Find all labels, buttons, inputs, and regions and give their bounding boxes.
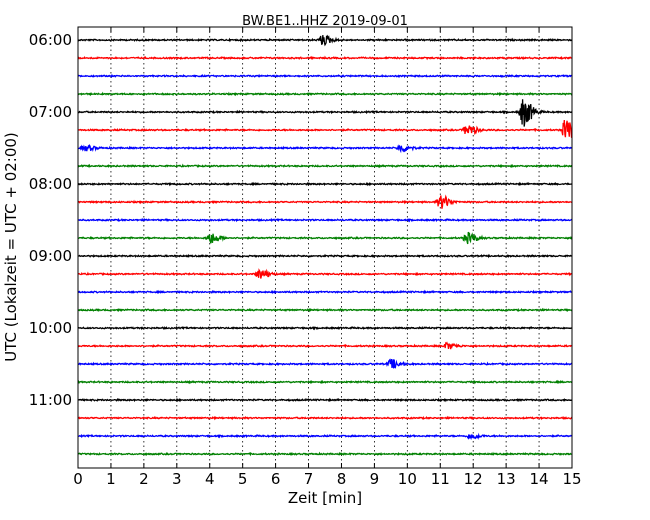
trace-line [77,253,573,259]
y-tick-label: 08:00 [29,175,72,193]
y-tick-label: 10:00 [29,319,72,337]
trace-line [77,73,573,79]
trace-line [77,55,573,61]
y-axis-label: UTC (Lokalzeit = UTC + 02:00) [2,132,20,362]
trace-line [77,432,573,441]
trace-line [77,99,573,127]
y-tick-label: 06:00 [29,31,72,49]
trace-line [77,119,573,139]
x-tick-label: 5 [238,470,248,488]
x-tick-label: 2 [139,470,149,488]
y-tick-label: 07:00 [29,103,72,121]
x-tick-label: 15 [562,470,581,488]
chart-title: BW.BE1..HHZ 2019-09-01 [242,14,408,29]
x-tick-label: 4 [205,470,215,488]
trace-line [77,163,573,169]
x-tick-label: 14 [530,470,549,488]
seismic-traces [77,34,573,457]
trace-line [77,451,573,457]
x-tick-label: 9 [370,470,380,488]
trace-line [77,91,573,97]
trace-line [77,307,572,313]
x-tick-label: 12 [464,470,483,488]
trace-line [77,341,573,350]
trace-line [77,194,573,209]
y-tick-label: 09:00 [29,247,72,265]
trace-line [77,397,572,403]
grid-lines [110,27,540,468]
x-axis-ticks: 0 1 2 3 4 5 6 7 8 9 10 11 12 13 14 15 [73,27,582,488]
x-tick-label: 10 [398,470,417,488]
y-axis-ticks: 06:00 07:00 08:00 09:00 10:00 11:00 [29,31,572,409]
trace-line [77,217,573,223]
x-tick-label: 8 [337,470,347,488]
x-tick-label: 0 [73,470,83,488]
trace-line [77,181,573,187]
trace-line [77,34,573,47]
trace-line [77,289,573,295]
x-tick-label: 11 [431,470,450,488]
trace-line [77,231,573,245]
plot-frame [77,26,573,469]
x-tick-label: 7 [304,470,314,488]
x-axis-label: Zeit [min] [288,489,362,507]
trace-line [77,379,573,385]
x-tick-label: 13 [497,470,516,488]
x-tick-label: 6 [271,470,281,488]
trace-line [77,143,573,154]
y-tick-label: 11:00 [29,391,72,409]
x-tick-label: 3 [172,470,182,488]
trace-line [77,325,573,331]
trace-line [78,358,573,369]
trace-line [77,415,573,421]
x-tick-label: 1 [106,470,116,488]
trace-line [77,268,572,279]
